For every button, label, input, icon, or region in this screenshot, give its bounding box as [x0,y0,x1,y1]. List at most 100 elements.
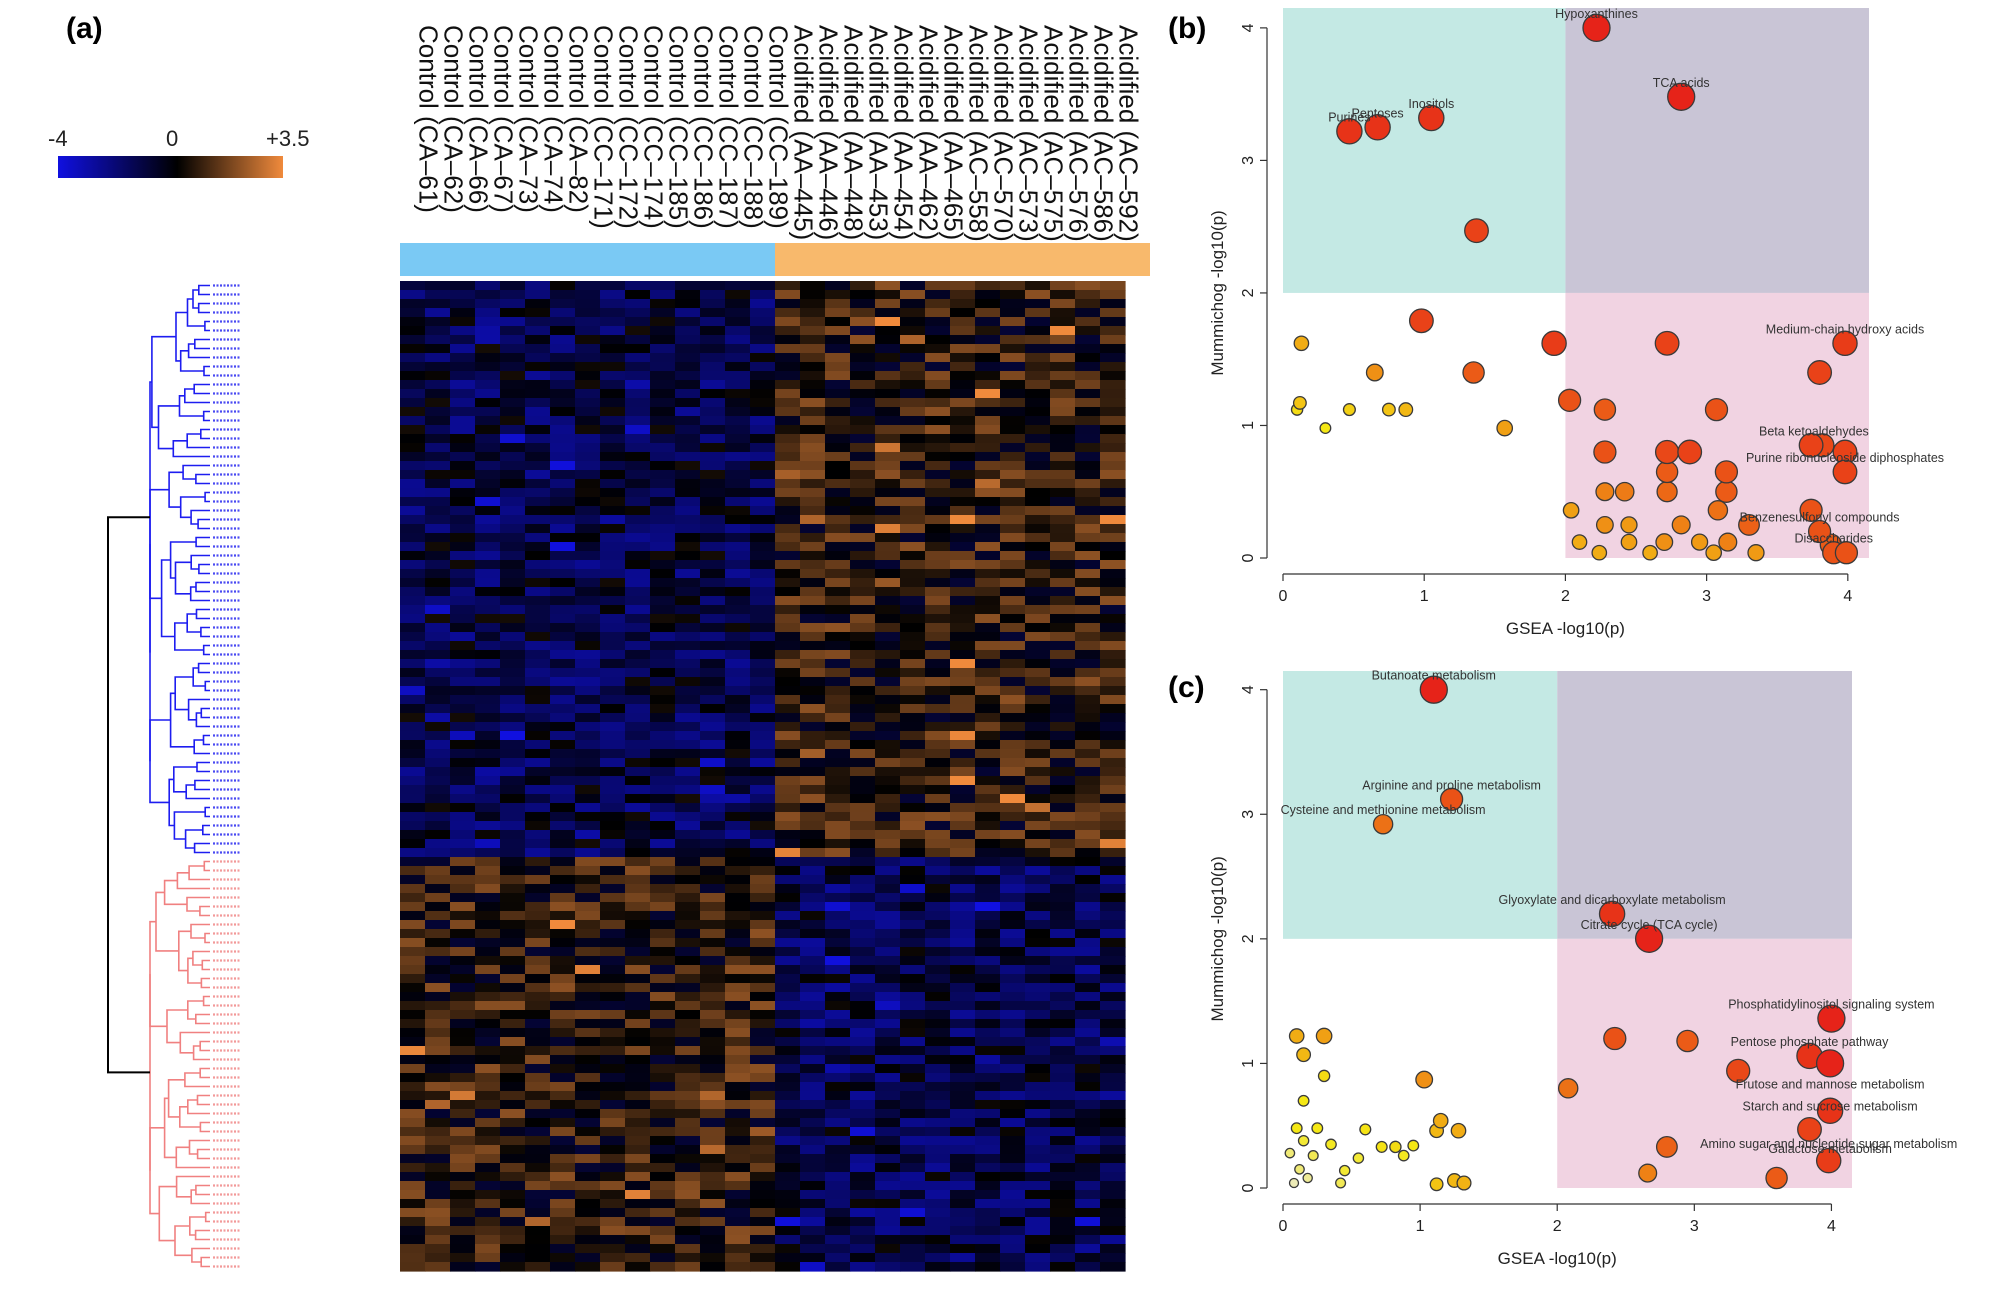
heatmap-cell [925,1154,951,1164]
heatmap-cell [825,425,851,435]
heatmap-cell [1000,425,1026,435]
heatmap-cell [1075,920,1101,930]
heatmap-cell [1075,425,1101,435]
heatmap-cell [825,1010,851,1020]
heatmap-cell [650,416,676,426]
heatmap-cell [625,407,651,417]
heatmap-cell [475,884,501,894]
heatmap-cell [1075,1163,1101,1173]
heatmap-cell [650,389,676,399]
heatmap-cell [1100,947,1126,957]
heatmap-cell [700,1091,726,1101]
heatmap-cell [1025,659,1051,669]
heatmap-cell [900,506,926,516]
heatmap-cell [700,767,726,777]
heatmap-cell [1025,1226,1051,1236]
heatmap-cell [500,452,526,462]
heatmap-cell [450,1037,476,1047]
heatmap-cell [575,1226,601,1236]
heatmap-cell [450,551,476,561]
heatmap-cell [1050,1145,1076,1155]
heatmap-cell [625,641,651,651]
panel-b-point [1408,308,1434,334]
heatmap-cell [575,290,601,300]
heatmap-cell [950,1163,976,1173]
heatmap-cell [825,614,851,624]
dendrogram-branch [201,959,210,971]
heatmap-cell [575,911,601,921]
heatmap-cell [650,461,676,471]
heatmap-cell [800,317,826,327]
heatmap-cell [625,1100,651,1110]
heatmap-cell [1050,1244,1076,1254]
heatmap-cell [850,947,876,957]
heatmap-cell [1075,794,1101,804]
heatmap-cell [750,1163,776,1173]
heatmap-cell [900,1127,926,1137]
heatmap-cell [1050,1001,1076,1011]
dendrogram-branch [174,1225,192,1257]
heatmap-cell [925,1028,951,1038]
heatmap-cell [1100,317,1126,327]
heatmap-cell [950,488,976,498]
heatmap-cell [575,1091,601,1101]
heatmap-cell [950,533,976,543]
heatmap-cell [800,407,826,417]
heatmap-cell [525,371,551,381]
heatmap-cell [650,893,676,903]
heatmap-cell [975,362,1001,372]
heatmap-cell [550,1028,576,1038]
heatmap-cell [925,497,951,507]
heatmap-cell [400,389,426,399]
heatmap-cell [975,1010,1001,1020]
heatmap-cell [950,1226,976,1236]
heatmap-cell [525,668,551,678]
heatmap-cell [550,938,576,948]
heatmap-cell [875,1064,901,1074]
heatmap-cell [950,614,976,624]
heatmap-cell [1050,902,1076,912]
dendrogram-branch [160,559,175,638]
heatmap-cell [650,812,676,822]
panel-b-annotation: Purine ribonucleoside diphosphates [1746,451,1944,465]
heatmap-cell [600,758,626,768]
heatmap-cell [925,1172,951,1182]
heatmap-cell [400,839,426,849]
heatmap-cell [400,398,426,408]
heatmap-cell [700,893,726,903]
heatmap-cell [1100,578,1126,588]
heatmap-cell [1100,884,1126,894]
heatmap-cell [875,1235,901,1245]
heatmap-cell [850,569,876,579]
heatmap-cell [1050,1109,1076,1119]
heatmap-cell [875,407,901,417]
heatmap-cell [900,587,926,597]
heatmap-cell [650,1244,676,1254]
heatmap-cell [500,605,526,615]
heatmap-cell [925,803,951,813]
heatmap-cell [1075,938,1101,948]
heatmap-cell [850,578,876,588]
heatmap-cell [425,344,451,354]
heatmap-cell [525,659,551,669]
heatmap-cell [1025,362,1051,372]
heatmap-cell [975,335,1001,345]
heatmap-cell [825,1046,851,1056]
heatmap-cell [1100,344,1126,354]
heatmap-cell [600,1109,626,1119]
heatmap-cell [425,488,451,498]
heatmap-cell [875,785,901,795]
heatmap-cell [800,1190,826,1200]
heatmap-cell [1000,1028,1026,1038]
heatmap-cell [950,893,976,903]
heatmap-cell [675,965,701,975]
heatmap-cell [1025,785,1051,795]
heatmap-cell [425,767,451,777]
heatmap-cell [650,596,676,606]
heatmap-cell [1075,1190,1101,1200]
heatmap-cell [1100,389,1126,399]
heatmap-cell [750,407,776,417]
heatmap-cell [900,1226,926,1236]
heatmap-cell [1000,668,1026,678]
heatmap-cell [600,380,626,390]
